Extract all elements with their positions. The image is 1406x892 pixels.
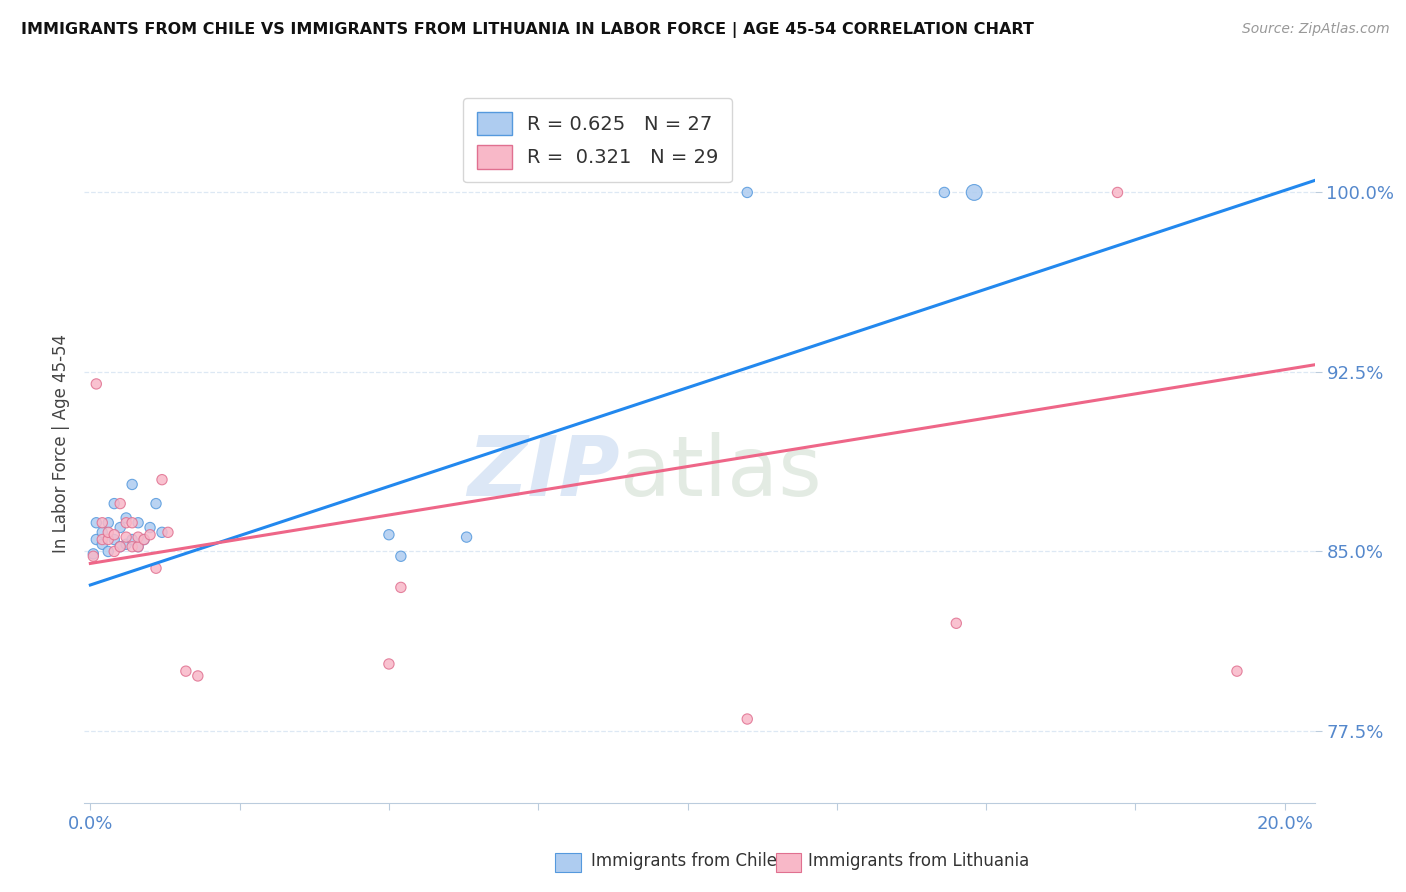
Point: [735, 186, 758, 200]
Point: [108, 540, 131, 554]
Point: [174, 664, 197, 678]
Point: [108, 497, 131, 511]
Text: ZIP: ZIP: [467, 432, 620, 513]
Point: [934, 186, 956, 200]
Text: atlas: atlas: [620, 432, 821, 513]
Point: [84, 516, 107, 530]
Point: [963, 186, 986, 200]
Point: [115, 516, 138, 530]
Legend: R = 0.625   N = 27, R =  0.321   N = 29: R = 0.625 N = 27, R = 0.321 N = 29: [463, 98, 733, 183]
Text: IMMIGRANTS FROM CHILE VS IMMIGRANTS FROM LITHUANIA IN LABOR FORCE | AGE 45-54 CO: IMMIGRANTS FROM CHILE VS IMMIGRANTS FROM…: [21, 22, 1033, 38]
Point: [115, 530, 138, 544]
Point: [139, 520, 162, 534]
Point: [103, 533, 125, 547]
Point: [91, 533, 114, 547]
Point: [156, 525, 179, 540]
Point: [108, 540, 131, 554]
Point: [127, 516, 149, 530]
Point: [121, 477, 143, 491]
Point: [456, 530, 478, 544]
Point: [378, 657, 401, 671]
Point: [103, 527, 125, 541]
Point: [121, 533, 143, 547]
Point: [378, 527, 401, 541]
Point: [735, 712, 758, 726]
Text: Immigrants from Lithuania: Immigrants from Lithuania: [808, 852, 1029, 870]
Point: [84, 376, 107, 391]
Text: Source: ZipAtlas.com: Source: ZipAtlas.com: [1241, 22, 1389, 37]
Point: [91, 516, 114, 530]
Point: [389, 581, 412, 595]
Point: [127, 530, 149, 544]
Text: Immigrants from Chile: Immigrants from Chile: [591, 852, 776, 870]
Point: [150, 473, 173, 487]
Point: [103, 544, 125, 558]
Point: [1107, 186, 1129, 200]
Point: [145, 497, 167, 511]
Point: [115, 511, 138, 525]
Point: [145, 561, 167, 575]
Point: [945, 616, 967, 631]
Point: [84, 533, 107, 547]
Point: [82, 547, 104, 561]
Point: [97, 516, 120, 530]
Point: [139, 527, 162, 541]
Point: [121, 540, 143, 554]
Point: [389, 549, 412, 564]
Point: [127, 540, 149, 554]
Point: [1226, 664, 1249, 678]
Y-axis label: In Labor Force | Age 45-54: In Labor Force | Age 45-54: [52, 334, 70, 553]
Point: [132, 533, 155, 547]
Point: [127, 540, 149, 554]
Point: [97, 533, 120, 547]
Point: [187, 669, 209, 683]
Point: [82, 549, 104, 564]
Point: [108, 520, 131, 534]
Point: [121, 516, 143, 530]
Point: [97, 544, 120, 558]
Point: [132, 533, 155, 547]
Point: [115, 537, 138, 551]
Point: [150, 525, 173, 540]
Point: [91, 537, 114, 551]
Point: [103, 497, 125, 511]
Point: [97, 525, 120, 540]
Point: [91, 525, 114, 540]
